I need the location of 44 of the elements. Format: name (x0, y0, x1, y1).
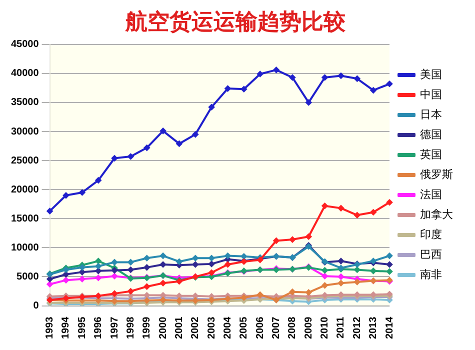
y-tick-label: 40000 (10, 68, 40, 80)
x-tick-label: 2004 (222, 316, 234, 340)
y-tick-label: 5000 (16, 271, 40, 282)
legend-label: 加拿大 (420, 208, 453, 221)
x-tick-label: 2006 (254, 316, 266, 340)
x-tick-label: 2001 (174, 316, 185, 340)
x-tick-label: 1995 (76, 316, 88, 340)
x-tick-label: 1993 (44, 316, 56, 340)
x-tick-label: 2011 (336, 316, 347, 338)
chart-title: 航空货运运输趋势比较 (124, 8, 346, 35)
x-tick-label: 2003 (206, 316, 218, 340)
y-tick-label: 10000 (10, 242, 40, 254)
legend-label: 德国 (420, 128, 442, 141)
x-tick-label: 2000 (158, 316, 169, 340)
x-tick-label: 2010 (320, 316, 331, 340)
x-tick-label: 1999 (142, 316, 153, 340)
y-tick-label: 15000 (10, 213, 40, 224)
x-tick-label: 2014 (384, 316, 396, 340)
y-tick-label: 25000 (10, 155, 40, 166)
y-tick-label: 30000 (10, 126, 40, 138)
x-tick-label: 1996 (93, 316, 104, 340)
x-tick-label: 1998 (125, 316, 136, 340)
x-tick-label: 2009 (303, 316, 314, 340)
legend-label: 俄罗斯 (420, 168, 453, 181)
legend-label: 南非 (420, 268, 442, 281)
y-tick-label: 20000 (10, 184, 40, 196)
x-tick-label: 1997 (109, 316, 120, 340)
legend-label: 中国 (420, 88, 442, 101)
x-tick-label: 2005 (238, 316, 250, 340)
x-tick-label: 2012 (352, 316, 363, 340)
legend-label: 美国 (420, 68, 442, 81)
legend-label: 法国 (420, 188, 442, 201)
x-tick-label: 2008 (287, 316, 298, 340)
legend-label: 巴西 (420, 248, 442, 261)
legend-label: 印度 (420, 228, 442, 241)
legend-label: 日本 (420, 108, 442, 121)
x-tick-label: 2002 (190, 316, 202, 340)
legend-label: 英国 (420, 148, 442, 161)
y-tick-label: 35000 (10, 97, 40, 108)
x-tick-label: 1994 (60, 316, 72, 340)
x-tick-label: 2007 (271, 316, 282, 340)
x-tick-label: 2013 (368, 316, 380, 340)
y-tick-label: 45000 (10, 39, 40, 50)
y-tick-label: 0 (33, 300, 40, 312)
